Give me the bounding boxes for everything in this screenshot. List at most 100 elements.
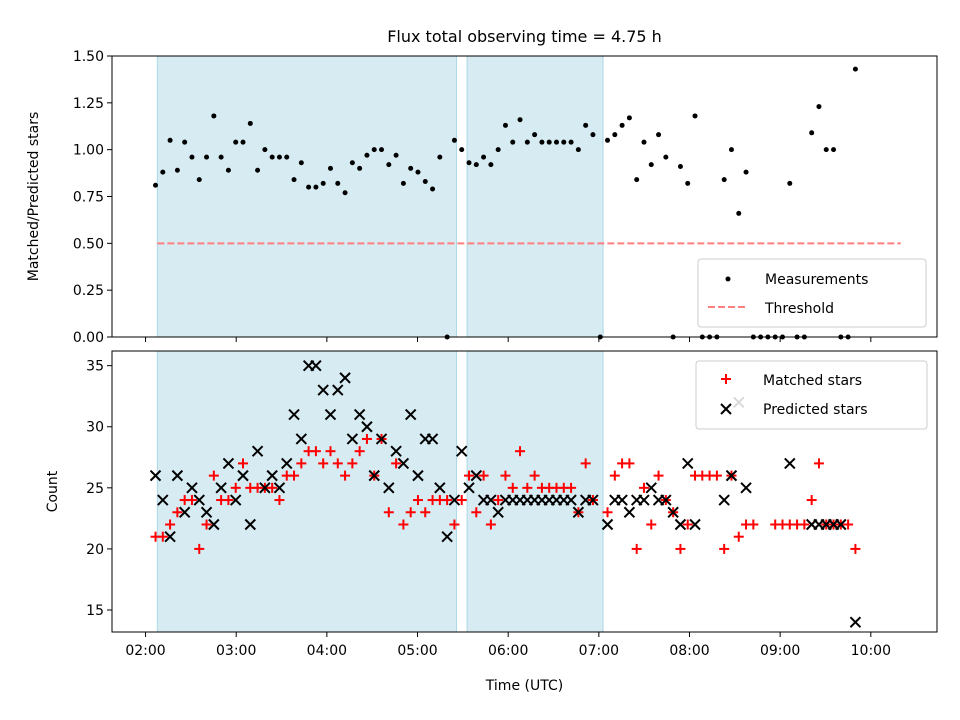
matched-star-point [194, 543, 205, 554]
measurement-point [451, 137, 457, 143]
measurement-point [240, 139, 246, 145]
y-tick-label: 0.25 [73, 283, 104, 299]
predicted-star-point [404, 408, 417, 421]
matched-star-point [646, 519, 657, 530]
x-tick-label: 09:00 [760, 643, 800, 659]
measurement-point [247, 120, 253, 126]
x-tick-label: 02:00 [125, 643, 165, 659]
measurement-point [415, 169, 421, 175]
predicted-star-point [616, 494, 628, 506]
measurement-point [430, 186, 436, 192]
matched-star-point [631, 543, 642, 554]
matched-star-point [223, 495, 234, 506]
predicted-star-point [361, 421, 373, 433]
matched-star-point [850, 543, 861, 554]
x-tick-label: 10:00 [851, 643, 891, 659]
matched-star-point [186, 495, 197, 506]
predicted-star-point [390, 445, 402, 457]
y-tick-label: 1.25 [73, 96, 104, 112]
matched-star-point [609, 470, 620, 481]
matched-star-point [806, 495, 817, 506]
bottom-legend: Matched stars Predicted stars [695, 360, 928, 430]
matched-star-point [478, 470, 489, 481]
measurement-point [160, 169, 166, 175]
matched-star-point [515, 446, 526, 457]
legend-measurements-label: Measurements [765, 272, 868, 288]
measurement-point [393, 152, 399, 158]
predicted-star-point [259, 482, 271, 494]
measurement-point [422, 179, 428, 185]
predicted-star-point [835, 518, 847, 531]
measurement-point [517, 117, 523, 123]
matched-star-point [500, 470, 511, 481]
x-axis-label: Time (UTC) [485, 678, 563, 694]
measurement-point [816, 104, 822, 110]
bottom-panel: 15 20 25 30 35 02:00 03:00 04:00 05:00 06:00 07:0… [45, 350, 938, 694]
y-tick-label: 15 [86, 603, 104, 619]
measurement-point [481, 154, 487, 160]
measurement-point [619, 122, 625, 128]
measurement-point [225, 167, 231, 173]
measurement-point [605, 137, 611, 143]
measurement-point [728, 147, 734, 153]
predicted-star-point [222, 457, 235, 470]
measurement-point [437, 154, 443, 160]
y-tick-label: 30 [86, 420, 104, 436]
measurement-point [269, 154, 275, 160]
matched-star-point [201, 519, 212, 530]
matched-star-point [267, 482, 278, 493]
predicted-star-point [470, 469, 483, 482]
legend-predicted-cross [720, 403, 732, 415]
matched-star-point [340, 470, 351, 481]
matched-star-point [682, 519, 693, 530]
predicted-star-point [601, 518, 614, 531]
measurement-point [626, 115, 632, 121]
predicted-star-point [215, 482, 227, 494]
matched-star-point [274, 495, 285, 506]
measurement-point [692, 113, 698, 119]
chart-title: Flux total observing time = 4.75 h [387, 27, 662, 46]
matched-star-point [638, 482, 649, 493]
measurement-point [524, 139, 530, 145]
predicted-star-point [572, 506, 585, 518]
legend-threshold-label: Threshold [764, 301, 834, 317]
measurement-point [262, 147, 268, 153]
predicted-star-point [237, 469, 249, 482]
measurement-point [233, 139, 239, 145]
top-observing-bands [156, 55, 604, 338]
measurement-point [371, 147, 377, 153]
predicted-star-point [178, 506, 191, 518]
predicted-star-point [324, 408, 337, 421]
matched-star-point [296, 458, 307, 469]
legend-matched-plus [721, 374, 731, 384]
predicted-star-point [375, 433, 388, 445]
bottom-axes-frame [111, 350, 938, 633]
predicted-star-point [368, 469, 380, 482]
predicted-star-point [157, 494, 169, 506]
measurement-point [255, 167, 261, 173]
measurement-point [743, 169, 749, 175]
measurement-point [539, 139, 545, 145]
measurement-point [408, 165, 414, 171]
predicted-star-point [674, 518, 687, 531]
predicted-star-point [689, 518, 701, 531]
top-legend: Measurements Threshold [697, 258, 927, 328]
measurement-point [400, 180, 406, 186]
measurement-point [634, 177, 640, 183]
predicted-star-point [565, 494, 577, 506]
matched-star-point [675, 543, 686, 554]
predicted-star-point [587, 494, 599, 506]
bottom-legend-box [695, 360, 928, 430]
matched-star-point [157, 531, 168, 542]
measurement-point [831, 147, 837, 153]
top-legend-box [697, 258, 927, 328]
legend-matched-label: Matched stars [763, 373, 862, 389]
legend-predicted-marker [720, 403, 732, 415]
measurement-point [298, 160, 304, 166]
measurement-point [546, 139, 552, 145]
predicted-star-point [295, 433, 308, 445]
bottom-count-points [149, 359, 862, 628]
predicted-star-point [310, 359, 322, 372]
predicted-star-point [353, 408, 366, 421]
measurement-point [153, 182, 159, 188]
